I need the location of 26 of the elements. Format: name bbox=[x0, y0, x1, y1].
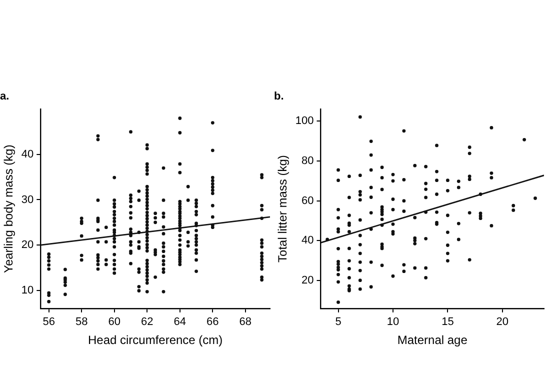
y-tick-label: 60 bbox=[302, 194, 314, 207]
x-tick-label: 60 bbox=[108, 316, 120, 328]
x-tick-label: 15 bbox=[442, 316, 454, 328]
x-tick-label: 10 bbox=[386, 316, 400, 328]
x-tick-label: 58 bbox=[75, 316, 88, 328]
x-tick-label: 64 bbox=[174, 316, 186, 328]
y-tick-label: 40 bbox=[302, 234, 314, 247]
y-tick-label: 100 bbox=[295, 115, 314, 128]
chart-title: a. bbox=[0, 90, 10, 103]
y-tick-label: 20 bbox=[302, 274, 314, 287]
y-axis-title: Yearling body mass (kg) bbox=[2, 144, 16, 273]
x-tick-label: 68 bbox=[239, 316, 252, 328]
x-tick-label: 66 bbox=[206, 316, 219, 328]
y-tick-label: 20 bbox=[21, 239, 34, 252]
chart-title: b. bbox=[274, 90, 284, 103]
y-axis-title: Total litter mass (kg) bbox=[276, 155, 290, 262]
y-tick-label: 80 bbox=[302, 155, 314, 168]
x-axis-title: Head circumference (cm) bbox=[88, 333, 223, 348]
y-tick-label: 10 bbox=[21, 284, 34, 296]
x-axis-title: Maternal age bbox=[397, 333, 468, 348]
y-tick-label: 30 bbox=[21, 194, 34, 206]
y-tick-label: 40 bbox=[21, 148, 34, 161]
x-tick-label: 20 bbox=[496, 316, 509, 328]
x-tick-label: 56 bbox=[42, 316, 55, 328]
x-tick-label: 5 bbox=[335, 316, 342, 328]
x-tick-label: 62 bbox=[141, 316, 154, 328]
